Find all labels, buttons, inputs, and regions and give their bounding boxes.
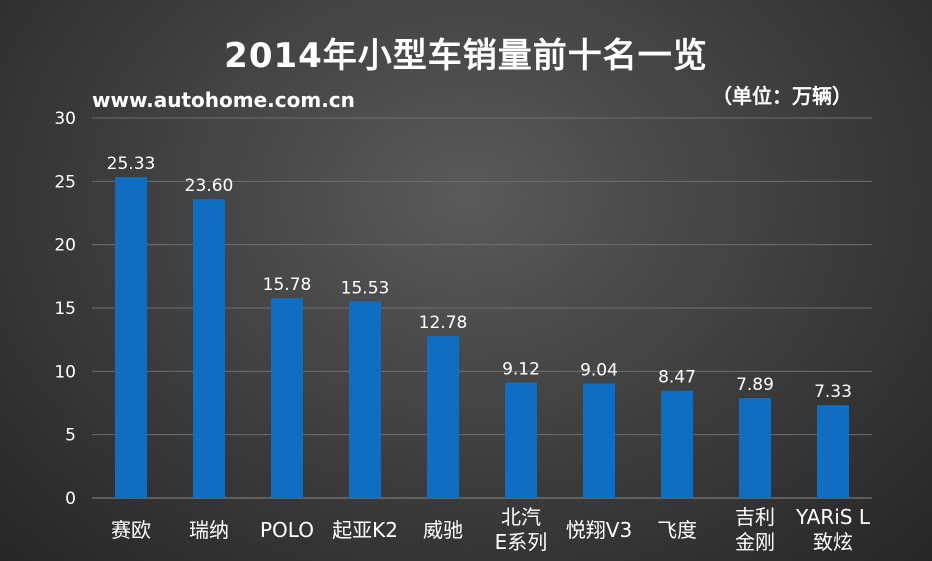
data-label: 12.78 bbox=[419, 313, 468, 333]
y-tick-label: 0 bbox=[65, 489, 76, 509]
data-label: 8.47 bbox=[658, 368, 696, 388]
y-tick-label: 30 bbox=[54, 109, 76, 129]
data-label: 15.53 bbox=[341, 278, 390, 298]
x-tick-label: 起亚K2 bbox=[332, 518, 398, 542]
y-tick-label: 10 bbox=[54, 362, 76, 382]
bar bbox=[661, 390, 693, 498]
bar bbox=[271, 298, 303, 498]
data-label: 7.89 bbox=[736, 375, 774, 395]
x-tick-label: E系列 bbox=[495, 530, 548, 554]
x-tick-label: 金刚 bbox=[735, 530, 775, 554]
chart-title: 2014年小型车销量前十名一览 bbox=[224, 36, 708, 76]
x-tick-label: 吉利 bbox=[735, 505, 775, 529]
y-tick-label: 5 bbox=[65, 426, 76, 446]
data-label: 9.04 bbox=[580, 360, 618, 380]
x-tick-label: 威驰 bbox=[423, 518, 463, 542]
y-tick-label: 20 bbox=[54, 236, 76, 256]
bar bbox=[505, 382, 537, 498]
unit-label: （单位：万辆） bbox=[712, 84, 852, 108]
source-url: www.autohome.com.cn bbox=[92, 88, 355, 112]
x-tick-label: 飞度 bbox=[657, 518, 697, 542]
bar bbox=[583, 383, 615, 498]
x-tick-label: 致炫 bbox=[813, 530, 853, 554]
bar bbox=[817, 405, 849, 498]
bar bbox=[427, 336, 459, 498]
bar bbox=[349, 301, 381, 498]
y-tick-label: 25 bbox=[54, 172, 76, 192]
x-tick-label: 瑞纳 bbox=[189, 518, 229, 542]
data-label: 25.33 bbox=[107, 154, 156, 174]
x-tick-label: YARiS L bbox=[795, 505, 871, 529]
data-label: 23.60 bbox=[185, 176, 234, 196]
data-label: 7.33 bbox=[814, 382, 852, 402]
x-tick-label: 北汽 bbox=[501, 505, 541, 529]
data-label: 15.78 bbox=[263, 275, 312, 295]
x-tick-label: 赛欧 bbox=[111, 518, 151, 542]
bar bbox=[193, 199, 225, 499]
bar bbox=[739, 398, 771, 498]
y-tick-label: 15 bbox=[54, 299, 76, 319]
x-tick-label: 悦翔V3 bbox=[566, 518, 632, 542]
x-tick-label: POLO bbox=[260, 518, 314, 542]
data-label: 9.12 bbox=[502, 359, 540, 379]
bar bbox=[115, 177, 147, 499]
